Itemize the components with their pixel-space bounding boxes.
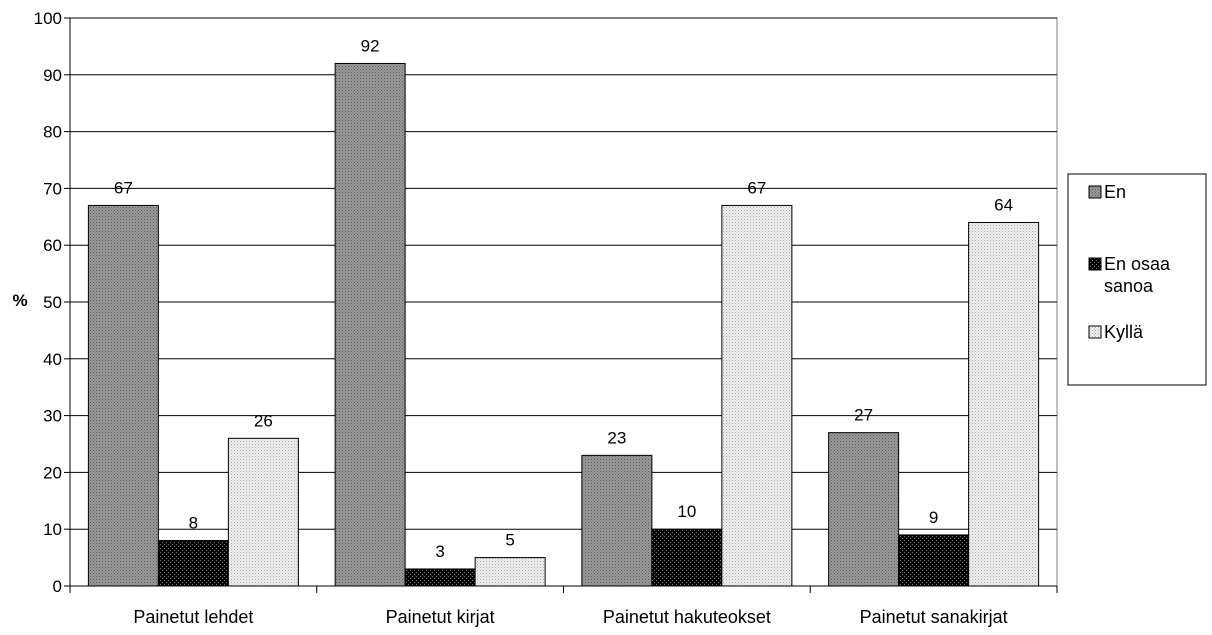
y-axis-ticks: 0 10 20 30 40 50 60 70 80 90 100 <box>34 9 70 596</box>
legend-label: En <box>1104 182 1126 202</box>
y-tick-label: 90 <box>43 66 62 85</box>
bar-en-osaa-sanoa <box>157 540 229 587</box>
x-tick-label: Painetut hakuteokset <box>603 607 771 627</box>
bar-kyllä <box>721 204 793 587</box>
y-tick-label: 50 <box>43 293 62 312</box>
y-tick-label: 10 <box>43 520 62 539</box>
legend-box <box>1067 173 1207 386</box>
bar-en <box>334 62 406 587</box>
y-tick-label: 40 <box>43 350 62 369</box>
bar-kyllä <box>474 557 546 587</box>
legend-label: En osaa sanoa <box>1104 254 1171 296</box>
legend-label: Kyllä <box>1104 322 1144 342</box>
x-tick-label: Painetut lehdet <box>133 607 253 627</box>
bar-en-osaa-sanoa <box>651 528 723 587</box>
x-tick-label: Painetut sanakirjat <box>860 607 1008 627</box>
y-tick-label: 80 <box>43 123 62 142</box>
axes <box>69 18 1058 593</box>
data-label: 26 <box>254 411 273 430</box>
data-label: 92 <box>361 36 380 55</box>
data-label: 5 <box>505 531 514 550</box>
data-label: 27 <box>854 406 873 425</box>
legend-swatch <box>1088 325 1102 339</box>
data-label: 67 <box>747 178 766 197</box>
bar-en <box>87 204 159 587</box>
legend-swatch <box>1088 257 1102 271</box>
data-label: 10 <box>677 502 696 521</box>
legend: En En osaa sanoa Kyllä <box>1067 173 1207 386</box>
y-tick-label: 70 <box>43 179 62 198</box>
y-tick-label: 0 <box>53 577 62 596</box>
y-axis-title: % <box>12 291 27 310</box>
data-label: 64 <box>994 195 1013 214</box>
data-label: 9 <box>929 508 938 527</box>
y-tick-label: 100 <box>34 9 62 28</box>
bar-en <box>828 432 900 587</box>
data-label: 8 <box>189 514 198 533</box>
gridlines <box>70 17 1057 530</box>
x-axis-labels: Painetut lehdet Painetut kirjat Painetut h… <box>133 607 1007 627</box>
bar-en <box>581 454 653 587</box>
data-label: 3 <box>435 542 444 561</box>
data-label: 23 <box>607 428 626 447</box>
data-label: 67 <box>114 178 133 197</box>
y-tick-label: 20 <box>43 463 62 482</box>
bars: 67 8 26 92 3 5 23 10 67 27 9 64 <box>87 36 1040 587</box>
bar-en-osaa-sanoa <box>404 568 476 587</box>
x-tick-label: Painetut kirjat <box>386 607 495 627</box>
bar-kyllä <box>227 437 299 587</box>
bar-kyllä <box>968 221 1040 587</box>
y-tick-label: 60 <box>43 236 62 255</box>
legend-swatch <box>1088 185 1102 199</box>
bar-en-osaa-sanoa <box>898 534 970 587</box>
y-tick-label: 30 <box>43 407 62 426</box>
